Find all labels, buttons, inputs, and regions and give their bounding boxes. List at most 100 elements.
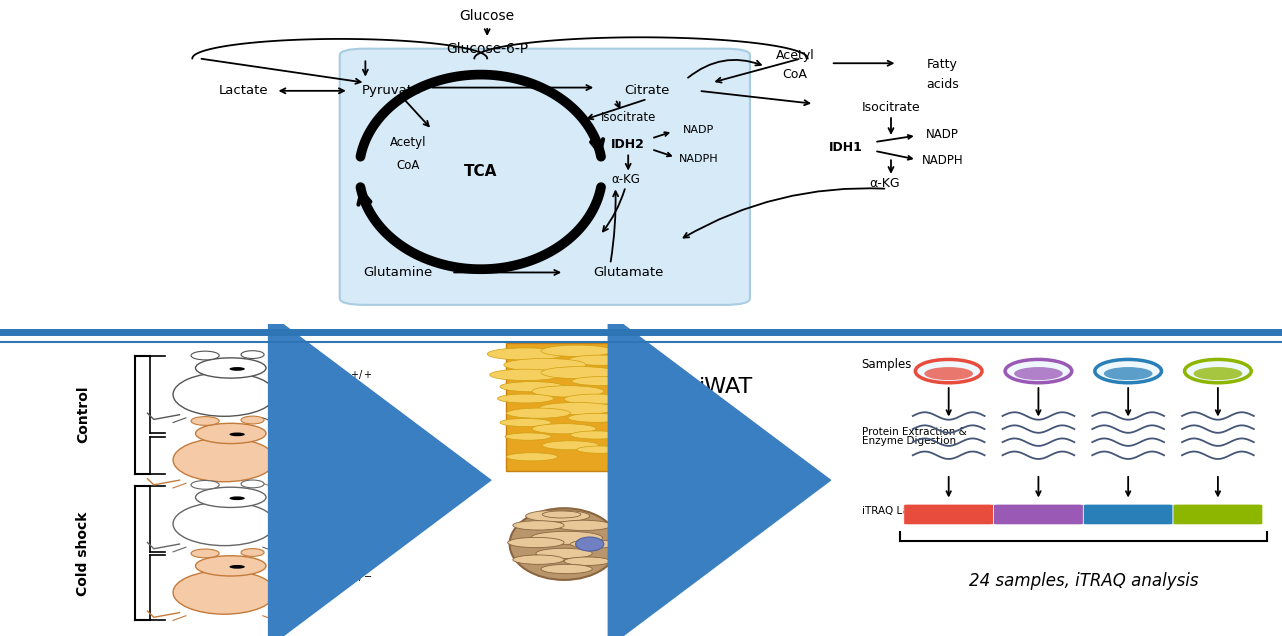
FancyBboxPatch shape [340, 48, 750, 305]
Ellipse shape [195, 358, 267, 378]
Text: acids: acids [926, 78, 959, 91]
Text: iTRAQ-114: iTRAQ-114 [926, 510, 972, 519]
Ellipse shape [241, 549, 264, 556]
FancyBboxPatch shape [506, 343, 628, 471]
Ellipse shape [526, 510, 590, 522]
Ellipse shape [505, 433, 551, 440]
Text: Glutamate: Glutamate [594, 266, 663, 279]
Ellipse shape [195, 487, 267, 508]
Ellipse shape [241, 350, 264, 359]
Ellipse shape [513, 555, 564, 564]
Ellipse shape [555, 520, 612, 530]
Ellipse shape [531, 531, 603, 544]
Ellipse shape [570, 540, 617, 548]
Text: IDH1: IDH1 [829, 141, 863, 154]
Circle shape [229, 367, 245, 371]
Text: $Idh2^{-/-}$: $Idh2^{-/-}$ [320, 570, 373, 589]
Ellipse shape [195, 424, 267, 443]
Ellipse shape [532, 385, 604, 397]
Ellipse shape [508, 537, 564, 548]
Circle shape [229, 496, 245, 500]
Text: α-KG: α-KG [612, 172, 640, 186]
FancyBboxPatch shape [904, 504, 994, 525]
Ellipse shape [1005, 359, 1072, 383]
Text: iTRAQ-117: iTRAQ-117 [1195, 510, 1241, 519]
Ellipse shape [532, 424, 596, 434]
Text: Control: Control [77, 386, 90, 443]
FancyArrowPatch shape [268, 314, 491, 636]
Ellipse shape [487, 348, 564, 360]
Ellipse shape [497, 394, 554, 403]
FancyBboxPatch shape [994, 504, 1083, 525]
Ellipse shape [576, 537, 604, 551]
Text: Acetyl: Acetyl [776, 48, 814, 62]
Text: Glutamine: Glutamine [363, 266, 432, 279]
Ellipse shape [536, 548, 592, 558]
Circle shape [229, 432, 245, 436]
Ellipse shape [490, 369, 562, 380]
Text: TCA: TCA [464, 165, 497, 179]
Text: Cold shock: Cold shock [77, 511, 90, 595]
Ellipse shape [1185, 359, 1251, 383]
Text: $Idh2^{+/+}$: $Idh2^{+/+}$ [320, 502, 373, 521]
Text: CoA: CoA [782, 68, 808, 81]
FancyBboxPatch shape [1083, 504, 1173, 525]
Text: NADP: NADP [683, 125, 714, 135]
Ellipse shape [500, 382, 564, 392]
Text: iTRAQ Labelling: iTRAQ Labelling [862, 506, 944, 516]
Circle shape [229, 565, 245, 569]
Ellipse shape [173, 373, 276, 417]
Ellipse shape [924, 367, 973, 380]
Ellipse shape [572, 377, 628, 385]
Text: Enzyme Digestion: Enzyme Digestion [862, 436, 955, 446]
Ellipse shape [191, 351, 219, 360]
Ellipse shape [500, 418, 551, 427]
Text: α-KG: α-KG [869, 177, 900, 190]
Ellipse shape [915, 359, 982, 383]
Text: Samples: Samples [862, 358, 912, 371]
Ellipse shape [513, 521, 564, 530]
Ellipse shape [541, 345, 613, 357]
Ellipse shape [173, 438, 276, 481]
Text: 24 samples, iTRAQ analysis: 24 samples, iTRAQ analysis [968, 572, 1199, 590]
Text: Glucose-6-P: Glucose-6-P [446, 41, 528, 56]
Text: Isocitrate: Isocitrate [600, 111, 656, 124]
Ellipse shape [173, 570, 276, 614]
Ellipse shape [564, 394, 628, 404]
Ellipse shape [1194, 367, 1242, 380]
Text: IDH2: IDH2 [612, 138, 645, 151]
Ellipse shape [191, 417, 219, 425]
Ellipse shape [538, 403, 615, 415]
Ellipse shape [564, 557, 610, 565]
Ellipse shape [173, 502, 276, 546]
Text: Protein Extraction &: Protein Extraction & [862, 427, 967, 437]
Text: $Idh2^{-/-}$: $Idh2^{-/-}$ [320, 439, 373, 459]
Ellipse shape [506, 408, 570, 418]
Ellipse shape [1095, 359, 1161, 383]
Ellipse shape [1014, 367, 1063, 380]
Text: $Idh2^{+/+}$: $Idh2^{+/+}$ [320, 368, 373, 387]
Ellipse shape [541, 564, 592, 574]
Ellipse shape [568, 413, 624, 422]
Text: NADPH: NADPH [922, 154, 963, 167]
Ellipse shape [191, 480, 219, 489]
Text: Lactate: Lactate [219, 85, 268, 97]
Ellipse shape [542, 441, 599, 450]
Ellipse shape [195, 556, 267, 576]
Text: Citrate: Citrate [624, 85, 670, 97]
Ellipse shape [542, 511, 581, 518]
Ellipse shape [1104, 367, 1153, 380]
Ellipse shape [570, 431, 622, 439]
Ellipse shape [241, 416, 264, 424]
Text: BAT: BAT [699, 534, 741, 554]
Ellipse shape [506, 453, 558, 461]
Ellipse shape [504, 359, 586, 371]
Text: iTRAQ-116: iTRAQ-116 [1105, 510, 1151, 519]
Text: NADPH: NADPH [679, 154, 718, 164]
Text: iWAT: iWAT [699, 377, 753, 397]
Text: Acetyl: Acetyl [390, 136, 426, 149]
Text: Glucose: Glucose [460, 9, 514, 24]
Ellipse shape [568, 355, 632, 365]
FancyBboxPatch shape [1173, 504, 1263, 525]
Text: NADP: NADP [926, 128, 959, 141]
